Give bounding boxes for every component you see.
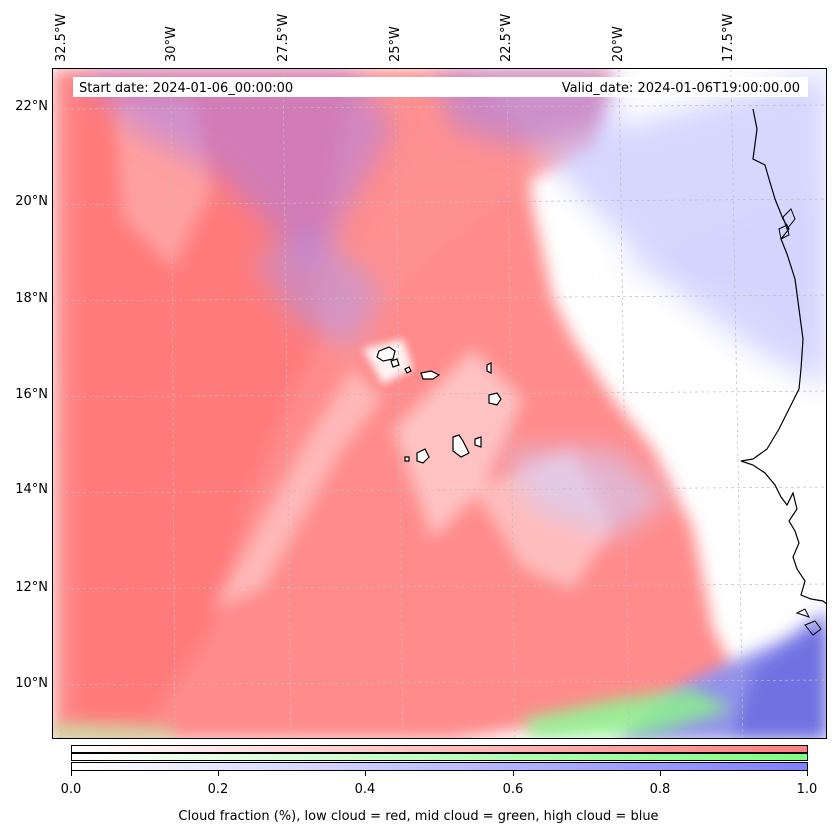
lat-label-10n: 10°N (15, 676, 48, 691)
lon-label-22-5w: 22.5°W (499, 13, 514, 62)
colorbar-tick-0-0: 0.0 (60, 782, 82, 797)
lat-label-22n: 22°N (15, 99, 48, 114)
lon-label-17-5w: 17.5°W (721, 13, 736, 62)
valid-date-text: Valid_date: 2024-01-06T19:00:00.00 (562, 81, 800, 96)
cloud-fraction-map: Start date: 2024-01-06_00:00:00 Valid_da… (53, 69, 826, 738)
colorbar-mid-cloud (71, 753, 808, 761)
colorbar-low-cloud (71, 745, 808, 753)
colorbar-tick-0-2: 0.2 (207, 782, 229, 797)
colorbar-tick-0-8: 0.8 (649, 782, 671, 797)
lat-label-18n: 18°N (15, 291, 48, 306)
map-panel[interactable]: Start date: 2024-01-06_00:00:00 Valid_da… (52, 68, 827, 739)
lat-label-20n: 20°N (15, 194, 48, 209)
start-date-text: Start date: 2024-01-06_00:00:00 (79, 81, 293, 96)
lon-label-25w: 25°W (388, 26, 403, 62)
lat-label-14n: 14°N (15, 482, 48, 497)
graticule (53, 69, 826, 738)
lon-label-20w: 20°W (611, 26, 626, 62)
cape-verde-islands (376, 346, 502, 464)
lat-label-12n: 12°N (15, 580, 48, 595)
colorbar-tick-0-4: 0.4 (354, 782, 376, 797)
colorbar-label: Cloud fraction (%), low cloud = red, mid… (178, 809, 659, 824)
clear-streaks (113, 99, 613, 609)
lon-label-27-5w: 27.5°W (276, 13, 291, 62)
colorbar-tick-1-0: 1.0 (796, 782, 818, 797)
lat-label-16n: 16°N (15, 387, 48, 402)
colorbar-high-cloud (71, 762, 808, 771)
lon-label-32-5w: 32.5°W (54, 13, 69, 62)
lon-label-30w: 30°W (164, 26, 179, 62)
africa-coastline (740, 108, 826, 605)
colorbar (71, 745, 808, 771)
colorbar-tick-0-6: 0.6 (502, 782, 524, 797)
